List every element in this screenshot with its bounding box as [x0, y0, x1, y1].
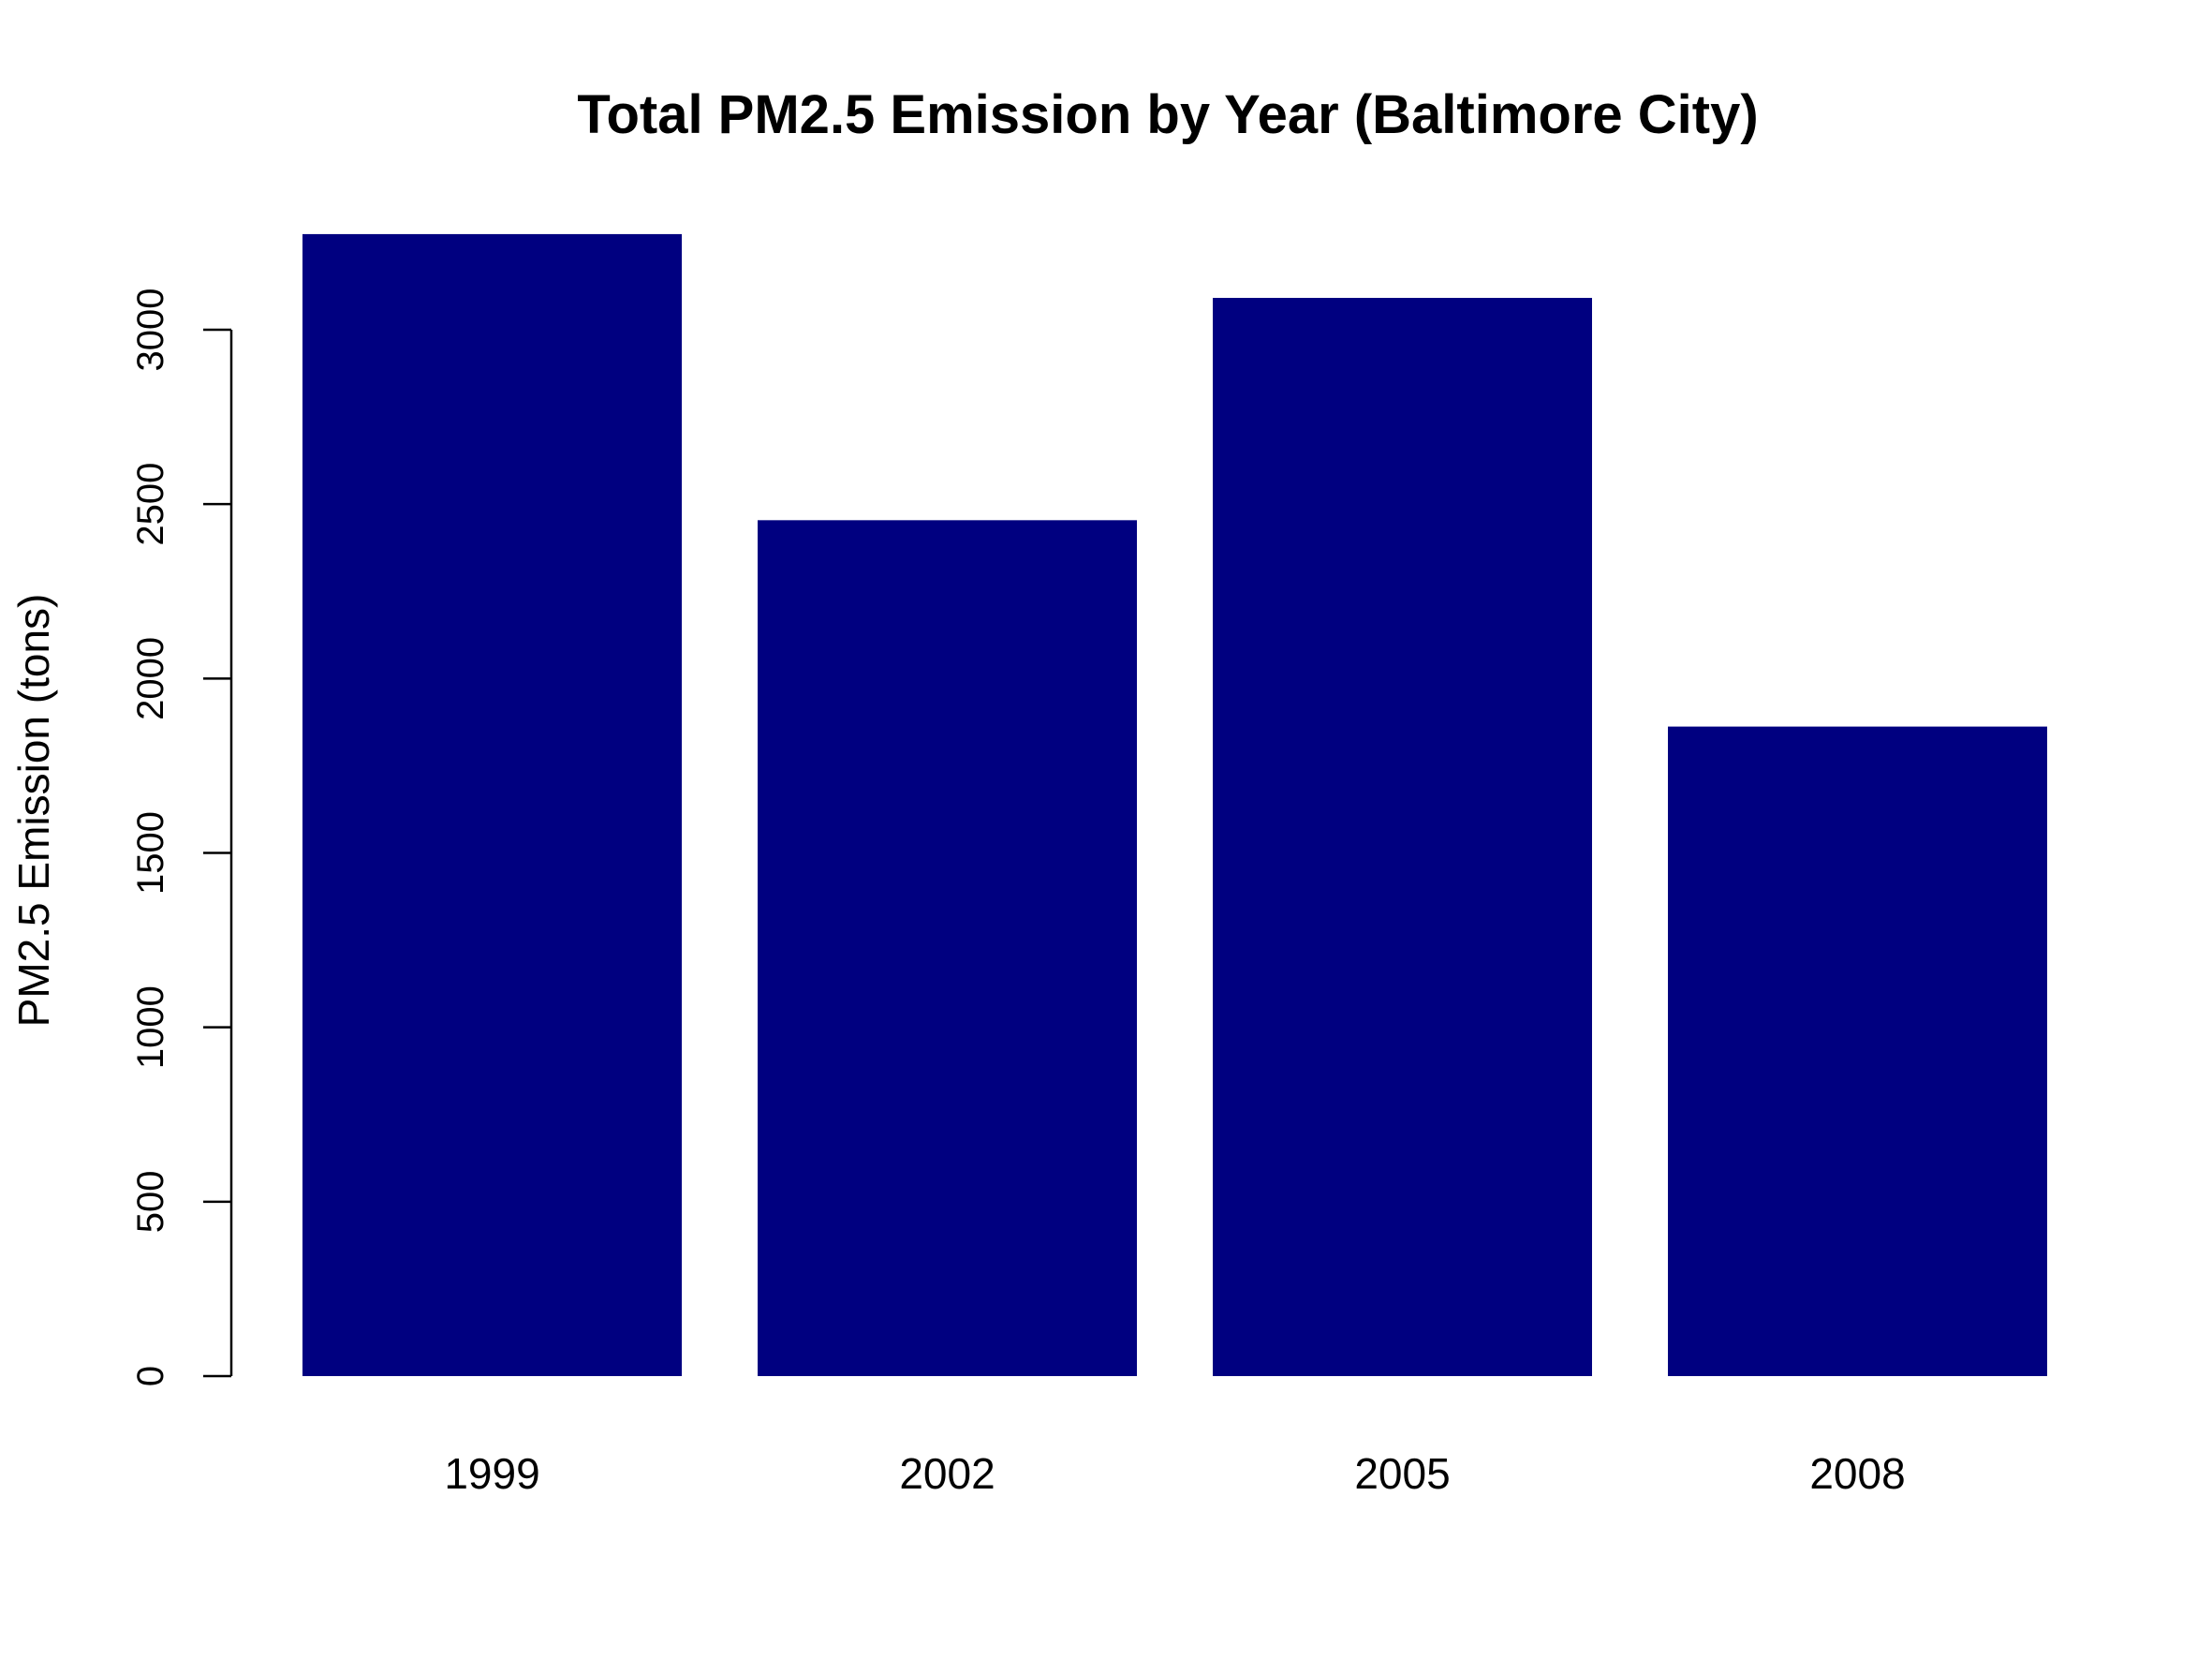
y-tick-label: 1000: [130, 985, 171, 1069]
y-tick-label: 2500: [130, 463, 171, 546]
bars-group: [302, 233, 2047, 1377]
chart-title: Total PM2.5 Emission by Year (Baltimore …: [577, 84, 1758, 145]
y-tick-label: 3000: [130, 289, 171, 372]
x-tick-labels-group: 1999 2002 2005 2008: [444, 1449, 1905, 1498]
x-tick-label: 2008: [1809, 1449, 1905, 1498]
bar-2005: [1213, 297, 1592, 1377]
bar-2008: [1668, 726, 2047, 1376]
y-tick-label: 2000: [130, 637, 171, 720]
x-tick-label: 2005: [1354, 1449, 1450, 1498]
y-tick-label: 500: [130, 1170, 171, 1233]
y-tick-label: 0: [130, 1366, 171, 1386]
y-tick-label: 1500: [130, 811, 171, 895]
bar-2002: [758, 520, 1137, 1376]
x-tick-label: 2002: [899, 1449, 995, 1498]
bar-1999: [302, 233, 682, 1376]
y-axis-label: PM2.5 Emission (tons): [9, 594, 58, 1028]
y-ticks-group: 0 500 1000 1500 2000 2500 3000: [130, 289, 231, 1386]
x-tick-label: 1999: [444, 1449, 539, 1498]
